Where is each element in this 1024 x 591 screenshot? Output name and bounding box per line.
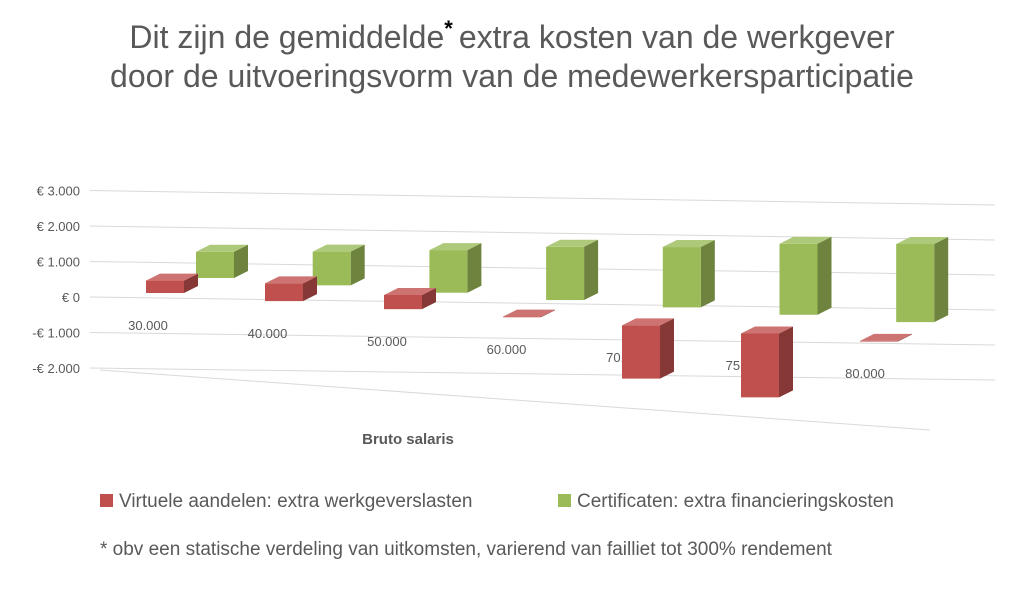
- bar: [429, 250, 468, 293]
- bar-side: [584, 239, 599, 301]
- bar: [384, 294, 422, 310]
- bar-top: [741, 326, 793, 334]
- x-tick-label: 30.000: [128, 318, 168, 333]
- grid-line: [89, 332, 996, 346]
- title-text: extra kosten van de werkgever: [459, 19, 895, 55]
- legend-swatch: [100, 494, 113, 507]
- title-text: Dit zijn de gemiddelde: [129, 19, 444, 55]
- bar: [503, 316, 541, 318]
- bar: [265, 283, 303, 302]
- bar-top: [546, 239, 599, 247]
- bar-top: [662, 240, 715, 248]
- bar-side: [541, 309, 555, 318]
- bar: [896, 244, 935, 323]
- bar-top: [265, 276, 317, 284]
- bar-top: [896, 237, 949, 245]
- bar-top: [860, 333, 912, 341]
- y-tick-label: € 3.000: [37, 184, 80, 199]
- bar: [662, 247, 701, 308]
- bar: [622, 325, 660, 379]
- bar: [146, 280, 184, 293]
- grid-line: [89, 296, 996, 311]
- bar-top: [622, 318, 674, 326]
- bar-side: [779, 326, 793, 398]
- chart-title: door de uitvoeringsvorm van de medewerke…: [110, 58, 914, 94]
- bar: [546, 246, 585, 301]
- grid-line: [89, 225, 996, 241]
- bar-side: [234, 244, 248, 278]
- x-tick-label: 80.000: [845, 366, 885, 381]
- legend-label: Certificaten: extra financieringskosten: [577, 491, 894, 512]
- bar: [779, 243, 818, 315]
- bar-side: [303, 276, 317, 302]
- footnote: * obv een statische verdeling van uitkom…: [100, 539, 833, 560]
- x-tick-label: 50.000: [367, 334, 407, 349]
- legend-swatch: [558, 494, 571, 507]
- bar: [741, 333, 779, 398]
- bar-top: [503, 309, 555, 317]
- bar-side: [467, 243, 482, 293]
- y-tick-label: € 1.000: [37, 255, 80, 270]
- bar-top: [384, 287, 436, 295]
- legend-label: Virtuele aandelen: extra werkgeverslaste…: [119, 491, 472, 512]
- x-axis-title: Bruto salaris: [362, 431, 454, 448]
- y-tick-label: € 0: [62, 290, 80, 305]
- title-superscript: *: [444, 16, 453, 41]
- y-tick-label: € 2.000: [37, 219, 80, 234]
- bar: [860, 340, 898, 342]
- bar: [196, 251, 234, 278]
- bar-top: [312, 244, 365, 252]
- chart-title: Dit zijn de gemiddelde* extra kosten van …: [129, 16, 895, 55]
- grid-line: [89, 190, 996, 206]
- grid-line: [89, 367, 996, 381]
- bar-side: [422, 287, 436, 310]
- bar-top: [429, 243, 482, 251]
- y-tick-label: -€ 2.000: [32, 361, 80, 376]
- bar-top: [779, 236, 832, 244]
- x-tick-label: 60.000: [487, 342, 527, 357]
- bar-side: [184, 273, 198, 293]
- bar-top: [146, 273, 198, 281]
- bar-side: [700, 240, 715, 308]
- floor-edge: [99, 369, 931, 431]
- bar-side: [817, 236, 832, 315]
- bar: [312, 251, 351, 286]
- bar-side: [934, 237, 949, 323]
- bar-side: [660, 318, 674, 379]
- y-tick-label: -€ 1.000: [32, 326, 80, 341]
- x-tick-label: 40.000: [248, 326, 288, 341]
- bar-top: [196, 244, 248, 252]
- bar-side: [898, 333, 912, 342]
- bar-side: [350, 244, 365, 286]
